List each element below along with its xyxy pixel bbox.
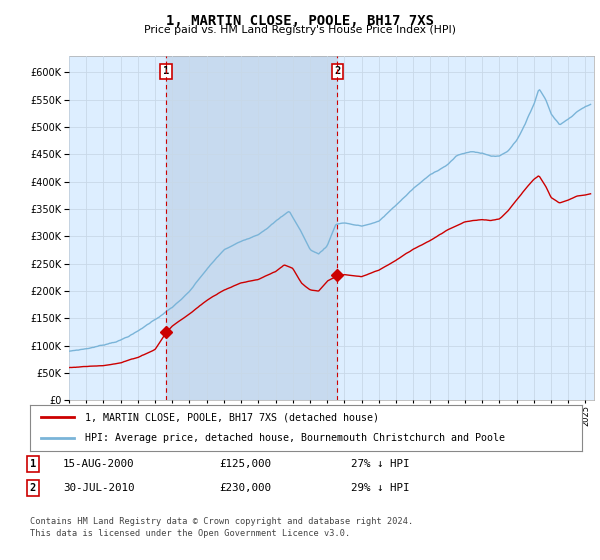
Text: £230,000: £230,000 <box>219 483 271 493</box>
Text: £125,000: £125,000 <box>219 459 271 469</box>
Text: 1: 1 <box>163 66 169 76</box>
Text: 1, MARTIN CLOSE, POOLE, BH17 7XS (detached house): 1, MARTIN CLOSE, POOLE, BH17 7XS (detach… <box>85 412 379 422</box>
Text: 27% ↓ HPI: 27% ↓ HPI <box>351 459 409 469</box>
Text: Price paid vs. HM Land Registry's House Price Index (HPI): Price paid vs. HM Land Registry's House … <box>144 25 456 35</box>
Text: 1: 1 <box>30 459 36 469</box>
Bar <box>166 56 337 400</box>
Text: 2: 2 <box>30 483 36 493</box>
Text: 2: 2 <box>334 66 340 76</box>
Text: 1, MARTIN CLOSE, POOLE, BH17 7XS: 1, MARTIN CLOSE, POOLE, BH17 7XS <box>166 14 434 28</box>
Text: HPI: Average price, detached house, Bournemouth Christchurch and Poole: HPI: Average price, detached house, Bour… <box>85 433 505 444</box>
Text: Contains HM Land Registry data © Crown copyright and database right 2024.
This d: Contains HM Land Registry data © Crown c… <box>30 517 413 538</box>
Text: 29% ↓ HPI: 29% ↓ HPI <box>351 483 409 493</box>
Text: 15-AUG-2000: 15-AUG-2000 <box>63 459 134 469</box>
Text: 30-JUL-2010: 30-JUL-2010 <box>63 483 134 493</box>
